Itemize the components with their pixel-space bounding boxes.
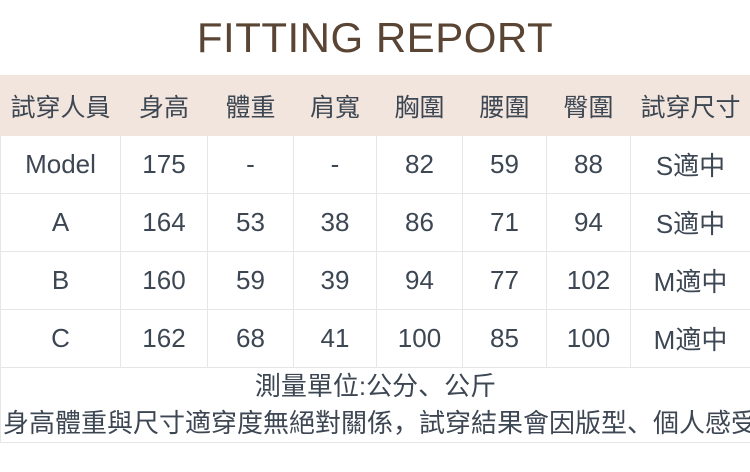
cell-bust: 82: [376, 135, 463, 194]
table-header: 試穿人員 身高 體重 肩寬 胸圍 腰圍 臀圍 試穿尺寸: [0, 75, 750, 136]
table-header-row: 試穿人員 身高 體重 肩寬 胸圍 腰圍 臀圍 試穿尺寸: [0, 75, 750, 136]
cell-hip: 88: [546, 135, 631, 194]
cell-shoulder: 38: [293, 193, 377, 252]
table-row: Model 175 - - 82 59 88 S適中: [0, 135, 750, 194]
column-header-shoulder: 肩寬: [293, 75, 377, 136]
cell-waist: 85: [462, 309, 547, 368]
column-header-hip: 臀圍: [546, 75, 631, 136]
note-disclaimer: 身高體重與尺寸適穿度無絕對關係，試穿結果會因版型、個人感受及穿著習慣有所不同，試…: [3, 407, 750, 438]
cell-size: S適中: [630, 193, 750, 252]
cell-weight: 68: [207, 309, 294, 368]
cell-height: 164: [120, 193, 208, 252]
table-row: A 164 53 38 86 71 94 S適中: [0, 193, 750, 252]
cell-hip: 102: [546, 251, 631, 310]
column-header-model: 試穿人員: [0, 75, 121, 136]
cell-hip: 100: [546, 309, 631, 368]
cell-height: 160: [120, 251, 208, 310]
table-notes-row: 測量單位:公分、公斤 身高體重與尺寸適穿度無絕對關係，試穿結果會因版型、個人感受…: [0, 367, 750, 443]
report-title-bar: FITTING REPORT: [0, 0, 750, 75]
page-title: FITTING REPORT: [196, 13, 554, 61]
cell-bust: 86: [376, 193, 463, 252]
cell-model: Model: [0, 135, 121, 194]
cell-height: 162: [120, 309, 208, 368]
table-body: Model 175 - - 82 59 88 S適中 A 164 53 38 8…: [0, 135, 750, 443]
cell-weight: 59: [207, 251, 294, 310]
cell-bust: 100: [376, 309, 463, 368]
cell-model: B: [0, 251, 121, 310]
cell-waist: 59: [462, 135, 547, 194]
column-header-weight: 體重: [207, 75, 294, 136]
cell-waist: 77: [462, 251, 547, 310]
cell-waist: 71: [462, 193, 547, 252]
cell-size: S適中: [630, 135, 750, 194]
cell-bust: 94: [376, 251, 463, 310]
cell-shoulder: -: [293, 135, 377, 194]
cell-size: M適中: [630, 309, 750, 368]
cell-weight: -: [207, 135, 294, 194]
column-header-size: 試穿尺寸: [630, 75, 750, 136]
cell-weight: 53: [207, 193, 294, 252]
cell-height: 175: [120, 135, 208, 194]
table-row: B 160 59 39 94 77 102 M適中: [0, 251, 750, 310]
cell-shoulder: 41: [293, 309, 377, 368]
cell-hip: 94: [546, 193, 631, 252]
note-measurement-unit: 測量單位:公分、公斤: [254, 371, 497, 401]
cell-model: C: [0, 309, 121, 368]
measurement-notes: 測量單位:公分、公斤 身高體重與尺寸適穿度無絕對關係，試穿結果會因版型、個人感受…: [0, 367, 750, 443]
cell-size: M適中: [630, 251, 750, 310]
column-header-height: 身高: [120, 75, 208, 136]
cell-shoulder: 39: [293, 251, 377, 310]
table-row: C 162 68 41 100 85 100 M適中: [0, 309, 750, 368]
cell-model: A: [0, 193, 121, 252]
fitting-measurements-table: 試穿人員 身高 體重 肩寬 胸圍 腰圍 臀圍 試穿尺寸 Model 175 - …: [0, 75, 750, 443]
column-header-waist: 腰圍: [462, 75, 547, 136]
column-header-bust: 胸圍: [376, 75, 463, 136]
